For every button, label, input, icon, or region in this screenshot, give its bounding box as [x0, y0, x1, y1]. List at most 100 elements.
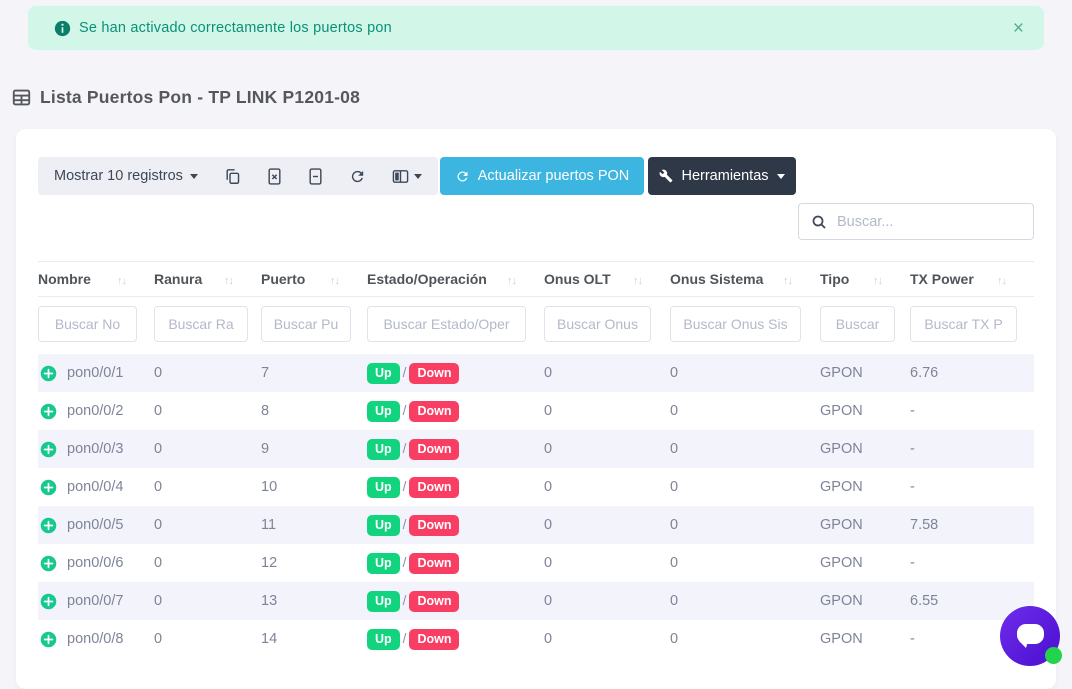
status-up-badge[interactable]: Up — [367, 363, 400, 384]
tools-button-label: Herramientas — [681, 168, 768, 184]
file-lines-icon — [308, 168, 323, 185]
status-down-badge[interactable]: Down — [409, 363, 459, 384]
cell-tipo: GPON — [820, 582, 910, 620]
table-row[interactable]: pon0/0/5 0 11 Up/Down 0 0 GPON 7.58 — [38, 506, 1034, 544]
column-filter-input[interactable] — [261, 306, 351, 342]
expand-row-icon[interactable] — [40, 479, 57, 496]
chat-widget-button[interactable] — [1000, 606, 1060, 666]
page-title-text: Lista Puertos Pon - TP LINK P1201-08 — [40, 87, 360, 108]
reload-table-button[interactable] — [349, 168, 366, 185]
cell-onus-olt: 0 — [544, 582, 670, 620]
export-file-button[interactable] — [308, 168, 323, 185]
status-down-badge[interactable]: Down — [409, 629, 459, 650]
column-header[interactable]: Onus OLT — [544, 262, 670, 297]
expand-row-icon[interactable] — [40, 593, 57, 610]
column-label: Onus Sistema — [670, 271, 763, 287]
sort-icon[interactable] — [633, 271, 642, 287]
cell-estado-operacion: Up/Down — [367, 354, 544, 392]
column-filter-input[interactable] — [38, 306, 137, 342]
cell-nombre: pon0/0/1 — [38, 354, 154, 392]
sort-icon[interactable] — [507, 271, 516, 287]
cell-nombre: pon0/0/6 — [38, 544, 154, 582]
status-up-badge[interactable]: Up — [367, 591, 400, 612]
sort-icon[interactable] — [783, 271, 792, 287]
sort-icon[interactable] — [224, 271, 233, 287]
status-up-badge[interactable]: Up — [367, 515, 400, 536]
cell-ranura: 0 — [154, 354, 261, 392]
table-row[interactable]: pon0/0/8 0 14 Up/Down 0 0 GPON - — [38, 620, 1034, 658]
status-up-badge[interactable]: Up — [367, 553, 400, 574]
port-name: pon0/0/3 — [67, 441, 123, 457]
cell-tx-power: - — [910, 430, 1034, 468]
show-records-dropdown[interactable]: Mostrar 10 registros — [54, 168, 198, 184]
excel-file-icon — [267, 168, 282, 185]
status-up-badge[interactable]: Up — [367, 439, 400, 460]
status-down-badge[interactable]: Down — [409, 477, 459, 498]
column-visibility-dropdown[interactable] — [392, 169, 422, 184]
expand-row-icon[interactable] — [40, 403, 57, 420]
search-input[interactable] — [837, 214, 1021, 230]
cell-onus-olt: 0 — [544, 392, 670, 430]
column-header[interactable]: Tipo — [820, 262, 910, 297]
column-header[interactable]: Nombre — [38, 262, 154, 297]
status-down-badge[interactable]: Down — [409, 439, 459, 460]
status-up-badge[interactable]: Up — [367, 477, 400, 498]
chevron-down-icon — [414, 174, 422, 179]
status-down-badge[interactable]: Down — [409, 401, 459, 422]
sort-icon[interactable] — [330, 271, 339, 287]
cell-onus-sistema: 0 — [670, 506, 820, 544]
expand-row-icon[interactable] — [40, 631, 57, 648]
cell-estado-operacion: Up/Down — [367, 620, 544, 658]
export-excel-button[interactable] — [267, 168, 282, 185]
port-name: pon0/0/6 — [67, 555, 123, 571]
table-row[interactable]: pon0/0/1 0 7 Up/Down 0 0 GPON 6.76 — [38, 354, 1034, 392]
status-up-badge[interactable]: Up — [367, 629, 400, 650]
column-filter-input[interactable] — [367, 306, 526, 342]
column-header[interactable]: TX Power — [910, 262, 1034, 297]
status-down-badge[interactable]: Down — [409, 553, 459, 574]
expand-row-icon[interactable] — [40, 441, 57, 458]
page-title: Lista Puertos Pon - TP LINK P1201-08 — [12, 87, 1072, 108]
status-up-badge[interactable]: Up — [367, 401, 400, 422]
expand-row-icon[interactable] — [40, 555, 57, 572]
status-down-badge[interactable]: Down — [409, 591, 459, 612]
cell-tipo: GPON — [820, 430, 910, 468]
copy-button[interactable] — [224, 168, 241, 185]
filter-cell — [544, 297, 670, 355]
column-label: Estado/Operación — [367, 271, 487, 287]
expand-row-icon[interactable] — [40, 517, 57, 534]
status-down-badge[interactable]: Down — [409, 515, 459, 536]
column-filter-input[interactable] — [154, 306, 248, 342]
cell-puerto: 8 — [261, 392, 367, 430]
show-records-label: Mostrar 10 registros — [54, 168, 183, 184]
column-header[interactable]: Estado/Operación — [367, 262, 544, 297]
sort-icon[interactable] — [117, 271, 126, 287]
column-label: Nombre — [38, 271, 91, 287]
column-filter-input[interactable] — [820, 306, 895, 342]
column-header[interactable]: Onus Sistema — [670, 262, 820, 297]
copy-icon — [224, 168, 241, 185]
table-row[interactable]: pon0/0/2 0 8 Up/Down 0 0 GPON - — [38, 392, 1034, 430]
sort-icon[interactable] — [873, 271, 882, 287]
cell-puerto: 13 — [261, 582, 367, 620]
table-row[interactable]: pon0/0/6 0 12 Up/Down 0 0 GPON - — [38, 544, 1034, 582]
success-alert: Se han activado correctamente los puerto… — [28, 6, 1044, 50]
cell-ranura: 0 — [154, 544, 261, 582]
alert-close-button[interactable]: × — [1013, 19, 1024, 38]
column-header[interactable]: Ranura — [154, 262, 261, 297]
column-header[interactable]: Puerto — [261, 262, 367, 297]
column-filter-input[interactable] — [670, 306, 801, 342]
table-row[interactable]: pon0/0/7 0 13 Up/Down 0 0 GPON 6.55 — [38, 582, 1034, 620]
column-filter-input[interactable] — [544, 306, 651, 342]
badge-separator: / — [403, 593, 407, 608]
port-name: pon0/0/1 — [67, 365, 123, 381]
table-row[interactable]: pon0/0/3 0 9 Up/Down 0 0 GPON - — [38, 430, 1034, 468]
expand-row-icon[interactable] — [40, 365, 57, 382]
sort-icon[interactable] — [997, 271, 1006, 287]
column-filter-input[interactable] — [910, 306, 1017, 342]
cell-tx-power: - — [910, 544, 1034, 582]
update-pon-ports-button[interactable]: Actualizar puertos PON — [440, 157, 644, 195]
table-row[interactable]: pon0/0/4 0 10 Up/Down 0 0 GPON - — [38, 468, 1034, 506]
tools-dropdown-button[interactable]: Herramientas — [648, 157, 796, 195]
chevron-down-icon — [190, 174, 198, 179]
